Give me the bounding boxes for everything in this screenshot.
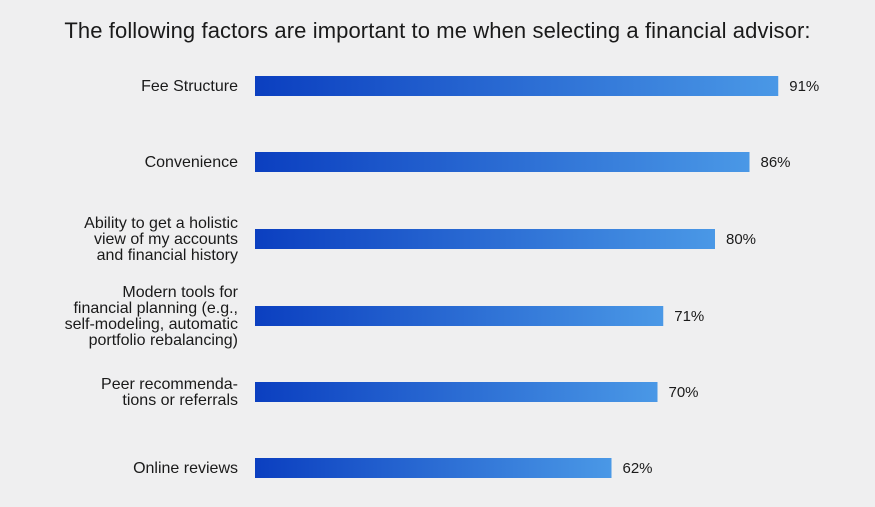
category-label-2: Ability to get a holistic view of my acco… xyxy=(84,215,238,264)
bar-5 xyxy=(255,458,612,478)
category-label-line: Ability to get a holistic xyxy=(84,215,238,232)
category-label-line: and financial history xyxy=(97,247,238,264)
bar-4 xyxy=(255,382,658,402)
chart-title: The following factors are important to m… xyxy=(64,18,811,43)
value-label-5: 62% xyxy=(623,460,653,477)
category-label-4: Peer recommenda-tions or referrals xyxy=(101,376,238,409)
value-label-0: 91% xyxy=(789,78,819,95)
category-label-line: portfolio rebalancing) xyxy=(89,332,238,349)
bars-layer: 91% Fee Structure 86% Convenience 80% Ability… xyxy=(65,76,819,478)
value-label-1: 86% xyxy=(761,154,791,171)
bar-0 xyxy=(255,76,779,96)
category-label-line: financial planning (e.g., xyxy=(73,300,238,317)
category-label-line: view of my accounts xyxy=(94,231,238,248)
category-label-5: Online reviews xyxy=(133,460,238,477)
category-label-line: Peer recommenda- xyxy=(101,376,238,393)
value-label-2: 80% xyxy=(726,231,756,248)
category-label-0: Fee Structure xyxy=(141,78,238,95)
value-label-4: 70% xyxy=(669,384,699,401)
category-label-line: tions or referrals xyxy=(122,392,238,409)
category-label-line: Convenience xyxy=(145,154,239,171)
category-label-line: Fee Structure xyxy=(141,78,238,95)
category-label-line: self-modeling, automatic xyxy=(65,316,238,333)
bar-1 xyxy=(255,152,750,172)
category-label-3: Modern tools for financial planning (e.g.… xyxy=(65,284,239,349)
category-label-line: Online reviews xyxy=(133,460,238,477)
category-label-line: Modern tools for xyxy=(122,284,238,301)
value-label-3: 71% xyxy=(674,308,704,325)
bar-2 xyxy=(255,229,715,249)
category-label-1: Convenience xyxy=(145,154,239,171)
bar-3 xyxy=(255,306,664,326)
